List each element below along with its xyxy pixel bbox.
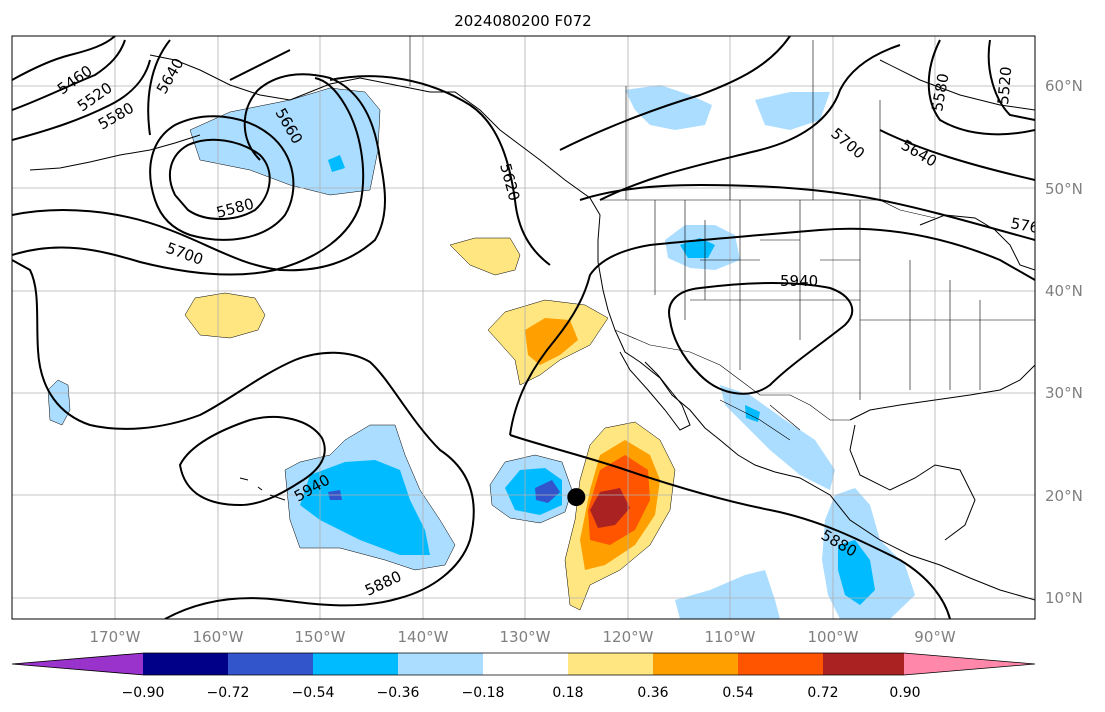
lon-tick-label: 140°W: [398, 628, 449, 646]
map-area: 5460 5520 5580 5640 5660 5580 5700 5620 …: [12, 36, 1035, 619]
colorbar-swatch: [313, 653, 399, 675]
anomaly-canada-neg-1: [625, 85, 712, 130]
colorbar-swatch: [398, 653, 484, 675]
colorbar-tick-label: 0.36: [637, 685, 668, 701]
colorbar-tick-label: −0.18: [462, 685, 505, 701]
contour-5880-storm: [509, 434, 951, 619]
contour-5940-hawaii: [178, 415, 326, 507]
colorbar-swatch: [483, 653, 569, 675]
colorbar-tick-label: 0.54: [722, 685, 753, 701]
contour-5580-outer: [149, 115, 295, 241]
contour-5620-coast: [329, 75, 551, 266]
anomaly-canada-neg-2: [755, 92, 830, 130]
colorbar-tick-label: −0.54: [292, 685, 335, 701]
height-contours: [12, 36, 1035, 619]
colorbar-ticks: −0.90 −0.72 −0.54 −0.36 −0.18 0.18 0.36 …: [122, 685, 921, 701]
anomaly-rockies-neg-core: [680, 238, 715, 258]
coastline-mexico-gulf: [849, 424, 976, 541]
lon-tick-label: 150°W: [295, 628, 346, 646]
figure-title: 2024080200 F072: [454, 12, 591, 30]
contour-label: 5940: [780, 272, 818, 290]
colorbar-swatch: [143, 653, 229, 675]
lon-tick-label: 100°W: [808, 628, 859, 646]
colorbar: −0.90 −0.72 −0.54 −0.36 −0.18 0.18 0.36 …: [11, 652, 1036, 701]
colorbar-tick-label: 0.18: [552, 685, 583, 701]
contour-5520-west: [12, 39, 126, 111]
colorbar-tick-label: 0.72: [807, 685, 838, 701]
anomaly-mexico-neg-core: [745, 405, 760, 422]
anomaly-gulf-alaska-core: [328, 155, 345, 172]
storm-center-marker: [567, 488, 586, 507]
colorbar-swatch: [228, 653, 314, 675]
lon-tick-label: 160°W: [193, 628, 244, 646]
coastline-north-america: [149, 54, 1035, 601]
anomaly-storm-core: [590, 488, 630, 528]
anomaly-westpac-neg: [47, 379, 71, 426]
contour-5580-low: [168, 138, 271, 220]
colorbar-swatch: [823, 653, 905, 675]
map-frame: [11, 35, 1036, 620]
contour-5520-canada: [987, 39, 1035, 121]
anomaly-offshore-neg-mid: [505, 468, 562, 515]
contour-5640-alaska: [147, 39, 291, 136]
coastlines: [29, 54, 1035, 601]
lat-tick-label: 20°N: [1045, 487, 1083, 505]
anomaly-south-neg: [675, 570, 780, 619]
contour-5700-lower: [559, 36, 791, 151]
coastline-gulf: [849, 364, 1035, 421]
lon-tick-label: 130°W: [500, 628, 551, 646]
lat-tick-label: 50°N: [1045, 180, 1083, 198]
anomaly-north-pacific-pos: [449, 237, 521, 276]
colorbar-swatch: [653, 653, 739, 675]
border-canada-provinces: [625, 40, 881, 200]
contour-5460: [12, 36, 116, 81]
coastline-aleutians: [29, 134, 201, 171]
coastline-baja: [619, 351, 691, 431]
lon-tick-label: 90°W: [914, 628, 956, 646]
contour-5880-south: [12, 259, 475, 619]
border-us-mexico: [614, 329, 850, 421]
colorbar-tick-label: 0.90: [889, 685, 920, 701]
lon-axis-labels: 170°W 160°W 150°W 140°W 130°W 120°W 110°…: [90, 628, 956, 646]
lat-tick-label: 30°N: [1045, 384, 1083, 402]
contour-5700-canada: [599, 44, 901, 201]
colorbar-swatch: [738, 653, 824, 675]
lon-tick-label: 120°W: [603, 628, 654, 646]
anomaly-eastpac-neg-core: [838, 540, 875, 605]
contour-5700-west: [12, 73, 386, 272]
anomaly-offshore-neg-core: [535, 480, 560, 503]
colorbar-tick-label: −0.36: [377, 685, 420, 701]
lat-axis-labels: 10°N 20°N 30°N 40°N 50°N 60°N: [1045, 77, 1083, 607]
borders: [409, 36, 1035, 441]
anomaly-california-mid: [525, 318, 578, 365]
contour-5580-canada: [927, 39, 1035, 136]
colorbar-swatch: [568, 653, 654, 675]
colorbar-tick-label: −0.72: [207, 685, 250, 701]
border-mexico-states: [719, 399, 801, 441]
lon-tick-label: 110°W: [705, 628, 756, 646]
anomaly-shading: [47, 85, 915, 619]
anomaly-hawaii-mid: [300, 460, 430, 555]
contour-5640-canada: [879, 129, 1035, 181]
contour-5880-east: [509, 227, 1035, 436]
anomaly-central-pacific-pos: [184, 292, 266, 339]
colorbar-outline: [11, 652, 1036, 676]
contour-label: 5520: [994, 66, 1015, 106]
contour-5580-west: [12, 59, 151, 141]
contour-5760-north: [579, 183, 1035, 241]
coastline-canada-north: [879, 59, 1035, 111]
colorbar-tick-label: −0.90: [122, 685, 165, 701]
lat-tick-label: 40°N: [1045, 282, 1083, 300]
colorbar-extend-low: [12, 653, 144, 675]
lon-tick-label: 170°W: [90, 628, 141, 646]
lat-tick-label: 60°N: [1045, 77, 1083, 95]
colorbar-extend-high: [904, 653, 1035, 675]
contour-5640-west: [12, 77, 365, 276]
coastline-hawaii: [239, 477, 286, 501]
contour-5940-us: [668, 282, 854, 395]
graticule: [12, 36, 1035, 619]
lat-tick-label: 10°N: [1045, 589, 1083, 607]
